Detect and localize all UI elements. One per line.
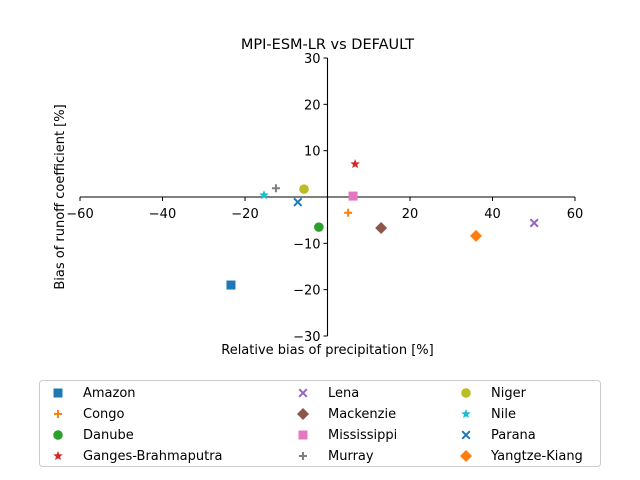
y-tick-label: 20 xyxy=(304,98,321,113)
data-point-murray-plus-marker xyxy=(271,184,280,193)
legend-entry-yangtze-kiang: Yangtze-Kiang xyxy=(460,449,583,464)
legend-label: Niger xyxy=(491,386,527,401)
data-points xyxy=(226,159,539,290)
x-tick-label: 20 xyxy=(402,207,419,222)
x-tick-label: −60 xyxy=(66,207,93,222)
legend-entry-ganges-brahmaputra: Ganges-Brahmaputra xyxy=(53,449,223,464)
legend-entry-nile: Nile xyxy=(461,407,516,422)
data-point-lena-x-marker xyxy=(529,218,539,228)
legend-star-icon xyxy=(461,409,471,419)
legend-square-icon xyxy=(53,388,63,398)
legend-label: Amazon xyxy=(83,386,136,401)
x-tick-label: −20 xyxy=(231,207,258,222)
legend-square-icon xyxy=(298,430,308,440)
data-point-danube-circle-marker xyxy=(314,222,324,232)
legend-plus-icon xyxy=(299,452,307,460)
legend-diamond-icon xyxy=(460,450,472,462)
data-point-yangtze-kiang-diamond-marker xyxy=(470,229,482,242)
y-tick-label: 30 xyxy=(304,52,321,67)
y-tick-label: −30 xyxy=(293,330,320,345)
legend-label: Nile xyxy=(491,407,516,422)
data-point-congo-plus-marker xyxy=(344,208,353,217)
legend-circle-icon xyxy=(461,388,471,398)
legend-star-icon xyxy=(53,451,63,461)
axes: −60 −40 −20 20 40 60 −30 −20 −10 10 20 30 xyxy=(66,52,583,345)
legend-entry-danube: Danube xyxy=(53,428,134,443)
legend-entry-amazon: Amazon xyxy=(53,386,136,401)
y-tick-label: −20 xyxy=(293,284,320,299)
legend-entry-mackenzie: Mackenzie xyxy=(297,407,396,422)
legend-label: Congo xyxy=(83,407,125,422)
data-point-ganges-brahmaputra-star-marker xyxy=(350,159,360,169)
legend-entry-lena: Lena xyxy=(298,386,359,401)
chart-title: MPI-ESM-LR vs DEFAULT xyxy=(241,37,414,53)
legend-label: Lena xyxy=(328,386,359,401)
legend-x-icon xyxy=(461,430,471,440)
x-tick-label: 60 xyxy=(567,207,584,222)
legend-entry-mississippi: Mississippi xyxy=(298,428,397,443)
data-point-mississippi-square-marker xyxy=(348,191,358,201)
data-point-niger-circle-marker xyxy=(299,184,309,194)
legend-label: Danube xyxy=(83,428,134,443)
legend-label: Murray xyxy=(328,449,374,464)
legend-entry-murray: Murray xyxy=(299,449,374,464)
legend-entry-niger: Niger xyxy=(461,386,527,401)
legend-diamond-icon xyxy=(297,408,309,420)
data-point-mackenzie-diamond-marker xyxy=(375,222,388,235)
y-tick-label: −10 xyxy=(293,237,320,252)
legend-entry-parana: Parana xyxy=(461,428,536,443)
legend-label: Parana xyxy=(491,428,536,443)
legend-circle-icon xyxy=(53,430,63,440)
data-point-parana-x-marker xyxy=(293,197,303,207)
legend-plus-icon xyxy=(54,410,62,418)
legend-x-icon xyxy=(298,388,308,398)
x-tick-label: −40 xyxy=(149,207,176,222)
x-axis-label: Relative bias of precipitation [%] xyxy=(221,343,433,358)
y-axis-label: Bias of runoff coefficient [%] xyxy=(53,104,68,289)
data-point-nile-star-marker xyxy=(259,190,269,200)
legend-label: Ganges-Brahmaputra xyxy=(83,449,223,464)
legend-frame xyxy=(39,380,601,467)
y-tick-label: 10 xyxy=(304,145,321,160)
legend-label: Mississippi xyxy=(328,428,397,443)
legend-label: Yangtze-Kiang xyxy=(490,449,583,464)
data-point-amazon-square-marker xyxy=(226,280,236,290)
legend-entry-congo: Congo xyxy=(54,407,125,422)
x-tick-label: 40 xyxy=(484,207,501,222)
legend-label: Mackenzie xyxy=(328,407,396,422)
legend: Amazon Congo Danube Ganges-Brahmaputra Lena M… xyxy=(39,380,601,467)
